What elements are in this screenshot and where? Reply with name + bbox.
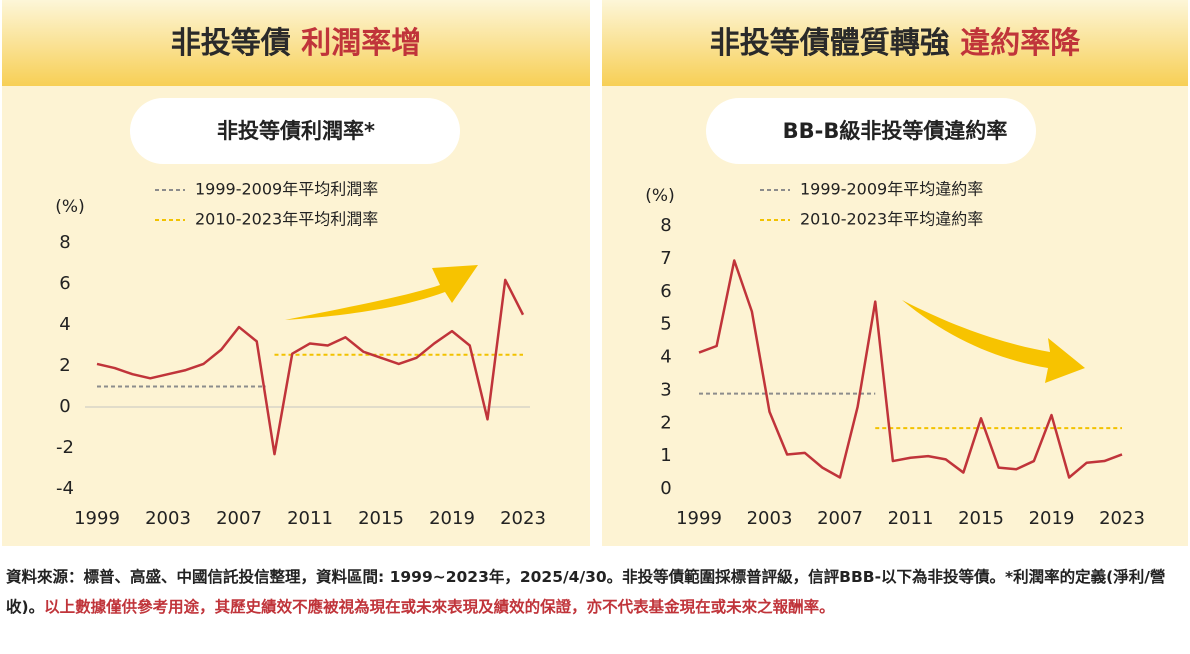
y-tick-label: 8 bbox=[660, 215, 671, 236]
legend-label: 2010-2023年平均利潤率 bbox=[195, 210, 378, 229]
headline-part: 非投等債 bbox=[171, 26, 301, 61]
y-tick-label: 8 bbox=[59, 232, 70, 253]
y-tick-label: 0 bbox=[660, 478, 671, 499]
x-tick-label: 2023 bbox=[1099, 508, 1145, 529]
y-tick-label: 4 bbox=[59, 314, 70, 335]
source-note: 資料來源：標普、高盛、中國信託投信整理，資料區間: 1999~2023年，202… bbox=[6, 568, 1166, 616]
x-tick-label: 2011 bbox=[888, 508, 934, 529]
x-tick-label: 2015 bbox=[958, 508, 1004, 529]
y-tick-label: 5 bbox=[660, 314, 671, 335]
x-tick-label: 2015 bbox=[358, 508, 404, 529]
y-axis-label: (%) bbox=[645, 186, 674, 206]
x-tick-label: 2003 bbox=[145, 508, 191, 529]
headline-part: 利潤率增 bbox=[301, 26, 421, 61]
y-tick-label: 3 bbox=[660, 379, 671, 400]
pill bbox=[706, 98, 1036, 164]
x-tick-label: 2011 bbox=[287, 508, 333, 529]
arrow-down bbox=[902, 300, 1085, 383]
x-tick-label: 2003 bbox=[747, 508, 793, 529]
y-tick-label: -4 bbox=[56, 478, 74, 499]
y-tick-label: 2 bbox=[660, 412, 671, 433]
x-tick-label: 1999 bbox=[676, 508, 722, 529]
header-band bbox=[602, 0, 1188, 86]
y-tick-label: 6 bbox=[59, 273, 70, 294]
x-tick-label: 2007 bbox=[817, 508, 863, 529]
y-tick-label: 2 bbox=[59, 355, 70, 376]
headline: 非投等債體質轉強 違約率降 bbox=[710, 26, 1081, 61]
y-tick-label: 6 bbox=[660, 281, 671, 302]
panel bbox=[602, 0, 1188, 546]
legend-label: 1999-2009年平均違約率 bbox=[800, 180, 983, 199]
data-line bbox=[698, 259, 1123, 479]
y-tick-label: 1 bbox=[660, 445, 671, 466]
data-line bbox=[96, 278, 525, 456]
y-tick-label: 4 bbox=[660, 347, 671, 368]
headline: 非投等債 利潤率增 bbox=[171, 26, 421, 61]
y-tick-label: 0 bbox=[59, 396, 70, 417]
y-tick-label: 7 bbox=[660, 248, 671, 269]
headline-part: 違約率降 bbox=[960, 26, 1081, 61]
disclaimer: 以上數據僅供參考用途，其歷史績效不應被視為現在或未來表現及績效的保證，亦不代表基… bbox=[44, 598, 835, 616]
x-tick-label: 2019 bbox=[1029, 508, 1075, 529]
legend-label: 2010-2023年平均違約率 bbox=[800, 210, 983, 229]
headline-part: 非投等債體質轉強 bbox=[710, 26, 960, 61]
footnote: 資料來源：標普、高盛、中國信託投信整理，資料區間: 1999~2023年，202… bbox=[6, 562, 1186, 622]
pill bbox=[130, 98, 460, 164]
x-tick-label: 2019 bbox=[429, 508, 475, 529]
legend-label: 1999-2009年平均利潤率 bbox=[195, 180, 378, 199]
x-tick-label: 2007 bbox=[216, 508, 262, 529]
chart-title: BB-B級非投等債違約率 bbox=[783, 119, 1008, 143]
x-tick-label: 2023 bbox=[500, 508, 546, 529]
x-tick-label: 1999 bbox=[74, 508, 120, 529]
panel bbox=[2, 0, 590, 546]
header-band bbox=[2, 0, 590, 86]
y-tick-label: -2 bbox=[56, 437, 74, 458]
arrow-up bbox=[285, 265, 478, 320]
chart-title: 非投等債利潤率* bbox=[217, 119, 375, 143]
y-axis-label: (%) bbox=[55, 197, 84, 217]
